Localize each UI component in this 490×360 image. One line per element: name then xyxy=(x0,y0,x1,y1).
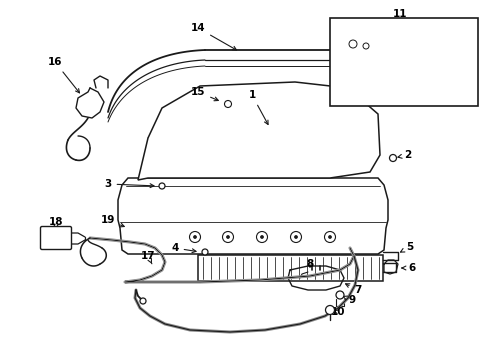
Polygon shape xyxy=(138,82,380,180)
Bar xyxy=(198,255,383,281)
Text: 16: 16 xyxy=(48,57,79,93)
Circle shape xyxy=(349,40,357,48)
Circle shape xyxy=(336,291,344,299)
Text: 6: 6 xyxy=(402,263,416,273)
Circle shape xyxy=(202,249,208,255)
Text: 3: 3 xyxy=(104,179,154,189)
Text: 12: 12 xyxy=(361,31,375,41)
Text: 15: 15 xyxy=(191,87,218,101)
Circle shape xyxy=(194,235,196,239)
Text: 19: 19 xyxy=(101,215,124,227)
Circle shape xyxy=(325,306,335,315)
Circle shape xyxy=(291,231,301,243)
Text: 7: 7 xyxy=(345,284,362,295)
Text: 13: 13 xyxy=(338,25,352,35)
Text: 11: 11 xyxy=(393,9,407,19)
Text: 8: 8 xyxy=(306,259,314,269)
Text: 5: 5 xyxy=(400,242,414,252)
Text: 4: 4 xyxy=(172,243,196,253)
Circle shape xyxy=(363,43,369,49)
Circle shape xyxy=(328,235,332,239)
Circle shape xyxy=(224,100,231,108)
Circle shape xyxy=(140,298,146,304)
Text: 2: 2 xyxy=(398,150,412,160)
Circle shape xyxy=(261,235,264,239)
Text: 10: 10 xyxy=(331,307,345,317)
Text: 18: 18 xyxy=(49,217,63,230)
Circle shape xyxy=(294,235,297,239)
Text: 9: 9 xyxy=(343,295,356,305)
FancyBboxPatch shape xyxy=(41,226,72,249)
Circle shape xyxy=(324,231,336,243)
Bar xyxy=(330,18,478,106)
Polygon shape xyxy=(118,178,388,254)
Circle shape xyxy=(222,231,234,243)
Circle shape xyxy=(190,231,200,243)
Text: 1: 1 xyxy=(248,90,268,125)
Circle shape xyxy=(159,183,165,189)
Text: 17: 17 xyxy=(141,251,155,264)
Text: 14: 14 xyxy=(191,23,237,50)
Circle shape xyxy=(390,154,396,162)
Circle shape xyxy=(226,235,229,239)
Circle shape xyxy=(256,231,268,243)
